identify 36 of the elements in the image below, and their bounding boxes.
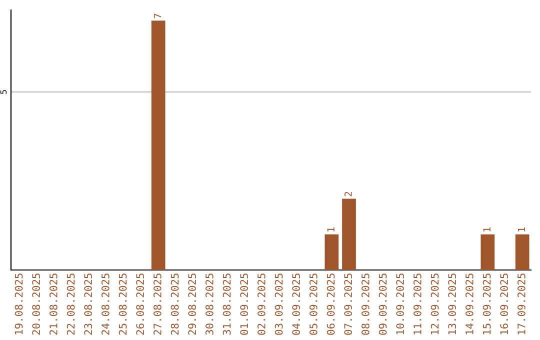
x-tick-label: 06.09.2025 bbox=[326, 274, 335, 335]
data-label: 7 bbox=[154, 14, 162, 18]
y-tick-label: 5 bbox=[0, 90, 7, 94]
x-tick-label: 16.09.2025 bbox=[500, 274, 508, 334]
x-tick-label: 05.09.2025 bbox=[310, 274, 318, 335]
x-tick-label: 17.09.2025 bbox=[518, 274, 526, 334]
x-tick-label: 15.09.2025 bbox=[482, 274, 491, 334]
x-tick-label: 22.08.2025 bbox=[66, 274, 75, 335]
x-tick-label: 08.09.2025 bbox=[362, 274, 370, 335]
x-tick-label: 26.08.2025 bbox=[136, 274, 144, 335]
x-tick-label: 11.09.2025 bbox=[414, 274, 422, 334]
x-tick-label: 31.08.2025 bbox=[222, 274, 231, 335]
x-tick-label: 07.09.2025 bbox=[344, 274, 352, 335]
x-tick-label: 03.09.2025 bbox=[274, 274, 283, 335]
data-label: 1 bbox=[518, 227, 526, 232]
data-label: 1 bbox=[483, 227, 490, 232]
x-tick-label: 12.09.2025 bbox=[430, 274, 439, 334]
x-tick-label: 30.08.2025 bbox=[206, 274, 214, 335]
data-label: 1 bbox=[327, 227, 334, 232]
x-tick-label: 28.08.2025 bbox=[170, 274, 179, 335]
x-tick-label: 29.08.2025 bbox=[188, 274, 196, 335]
x-tick-label: 23.08.2025 bbox=[84, 274, 92, 335]
x-tick-label: 27.08.2025 bbox=[154, 274, 162, 335]
x-tick-label: 21.08.2025 bbox=[50, 274, 58, 335]
x-tick-label: 01.09.2025 bbox=[240, 274, 248, 335]
x-tick-label: 09.09.2025 bbox=[378, 274, 387, 335]
x-tick-label: 24.08.2025 bbox=[102, 274, 110, 335]
x-tick-label: 25.08.2025 bbox=[118, 274, 127, 335]
x-tick-label: 20.08.2025 bbox=[32, 274, 40, 335]
x-tick-label: 02.09.2025 bbox=[258, 274, 266, 335]
data-label: 2 bbox=[344, 192, 352, 196]
x-tick-label: 04.09.2025 bbox=[292, 274, 300, 335]
x-tick-label: 10.09.2025 bbox=[396, 274, 404, 334]
x-tick-label: 19.08.2025 bbox=[14, 274, 23, 334]
x-tick-label: 13.09.2025 bbox=[448, 274, 456, 334]
x-tick-label: 14.09.2025 bbox=[466, 274, 474, 334]
